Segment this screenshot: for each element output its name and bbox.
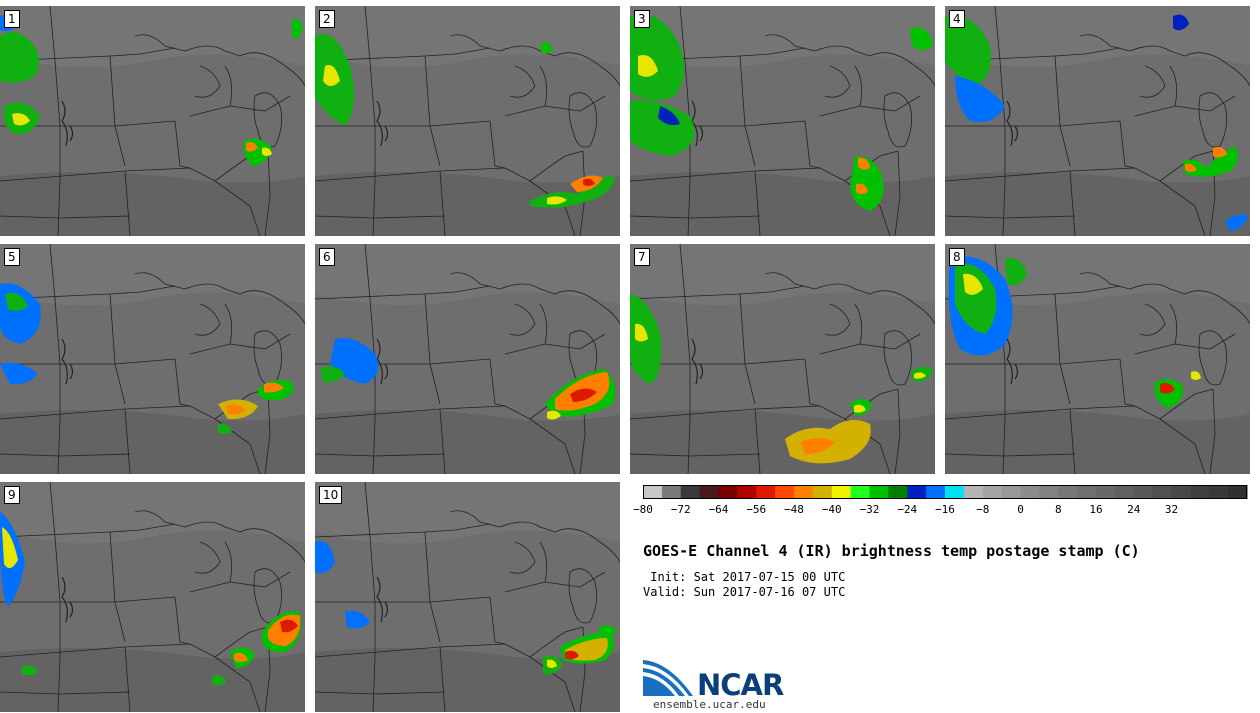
ensemble-panel-7: 7	[630, 244, 935, 474]
map-svg	[0, 6, 305, 236]
map-svg	[315, 482, 620, 712]
colorbar-tick-label: −64	[708, 503, 729, 516]
colorbar-cell	[1152, 485, 1173, 499]
colorbar-tick-label: −16	[935, 503, 955, 516]
init-time: Init: Sat 2017-07-15 00 UTC	[643, 570, 846, 584]
colorbar-cell	[945, 485, 965, 499]
ensemble-panel-1: 1	[0, 6, 305, 236]
colorbar-cell	[1171, 485, 1191, 499]
colorbar-cell	[1228, 485, 1248, 499]
colorbar-cell	[926, 485, 946, 499]
ensemble-panel-8: 8	[945, 244, 1250, 474]
colorbar-cell	[963, 485, 984, 499]
panel-number: 10	[319, 486, 343, 504]
map-svg	[945, 6, 1250, 236]
map-svg	[630, 244, 935, 474]
panel-number: 5	[4, 248, 20, 266]
map-svg	[945, 244, 1250, 474]
map-svg	[0, 244, 305, 474]
valid-time: Valid: Sun 2017-07-16 07 UTC	[643, 585, 846, 599]
colorbar-cell	[1077, 485, 1097, 499]
map-svg	[630, 6, 935, 236]
ensemble-panel-5: 5	[0, 244, 305, 474]
ncar-logo-icon	[643, 660, 693, 696]
colorbar-cell	[1133, 485, 1154, 499]
colorbar-tick-label: 16	[1089, 503, 1103, 516]
figure-title: GOES-E Channel 4 (IR) brightness temp po…	[643, 542, 1140, 560]
colorbar-tick-label: 24	[1127, 503, 1141, 516]
colorbar-cell	[1190, 485, 1210, 499]
colorbar-cell	[737, 485, 757, 499]
colorbar	[643, 485, 1248, 499]
map-svg	[0, 482, 305, 712]
colorbar-tick-label: 32	[1164, 503, 1179, 516]
ensemble-panel-4: 4	[945, 6, 1250, 236]
colorbar-tick-label: −56	[746, 503, 767, 516]
colorbar-cell	[680, 485, 701, 499]
colorbar-tick-label: 0	[1017, 503, 1024, 516]
colorbar-cell	[1096, 485, 1116, 499]
colorbar-cell	[794, 485, 814, 499]
colorbar-cell	[1114, 485, 1135, 499]
panel-number: 6	[319, 248, 335, 266]
ensemble-panel-2: 2	[315, 6, 620, 236]
colorbar-cell	[661, 485, 682, 499]
colorbar-cell	[831, 485, 852, 499]
colorbar-cell	[907, 485, 927, 499]
colorbar-tick-label: −48	[784, 503, 804, 516]
panel-number: 3	[634, 10, 650, 28]
colorbar-cell	[1001, 485, 1022, 499]
colorbar-tick-label: −8	[976, 503, 990, 516]
colorbar-cell	[888, 485, 908, 499]
ncar-logo-text: NCAR	[697, 668, 784, 702]
colorbar-cell	[1020, 485, 1040, 499]
colorbar-cell	[775, 485, 795, 499]
ensemble-panel-9: 9	[0, 482, 305, 712]
colorbar-tick-label: 8	[1054, 503, 1062, 516]
colorbar-cell	[1058, 485, 1078, 499]
panel-number: 9	[4, 486, 20, 504]
panel-number: 7	[634, 248, 650, 266]
map-svg	[315, 6, 620, 236]
colorbar-cell	[643, 485, 663, 499]
colorbar-cell	[1209, 485, 1229, 499]
colorbar-tick-label: −32	[859, 503, 880, 516]
colorbar-cell	[982, 485, 1003, 499]
map-svg	[315, 244, 620, 474]
ensemble-url: ensemble.ucar.edu	[653, 698, 766, 711]
colorbar-cell	[756, 485, 776, 499]
colorbar-cell	[718, 485, 738, 499]
colorbar-cell	[812, 485, 833, 499]
ensemble-panel-3: 3	[630, 6, 935, 236]
colorbar-tick-label: −80	[633, 503, 653, 516]
colorbar-tick-label: −40	[821, 503, 842, 516]
colorbar-tick-label: −24	[897, 503, 918, 516]
panel-number: 8	[949, 248, 965, 266]
panel-number: 1	[4, 10, 20, 28]
ensemble-panel-6: 6	[315, 244, 620, 474]
ensemble-panel-10: 10	[315, 482, 620, 712]
colorbar-cell	[850, 485, 871, 499]
panel-number: 4	[949, 10, 965, 28]
colorbar-cell	[699, 485, 720, 499]
colorbar-tick-label: −72	[670, 503, 691, 516]
panel-number: 2	[319, 10, 335, 28]
colorbar-cell	[1039, 485, 1059, 499]
colorbar-cell	[869, 485, 889, 499]
